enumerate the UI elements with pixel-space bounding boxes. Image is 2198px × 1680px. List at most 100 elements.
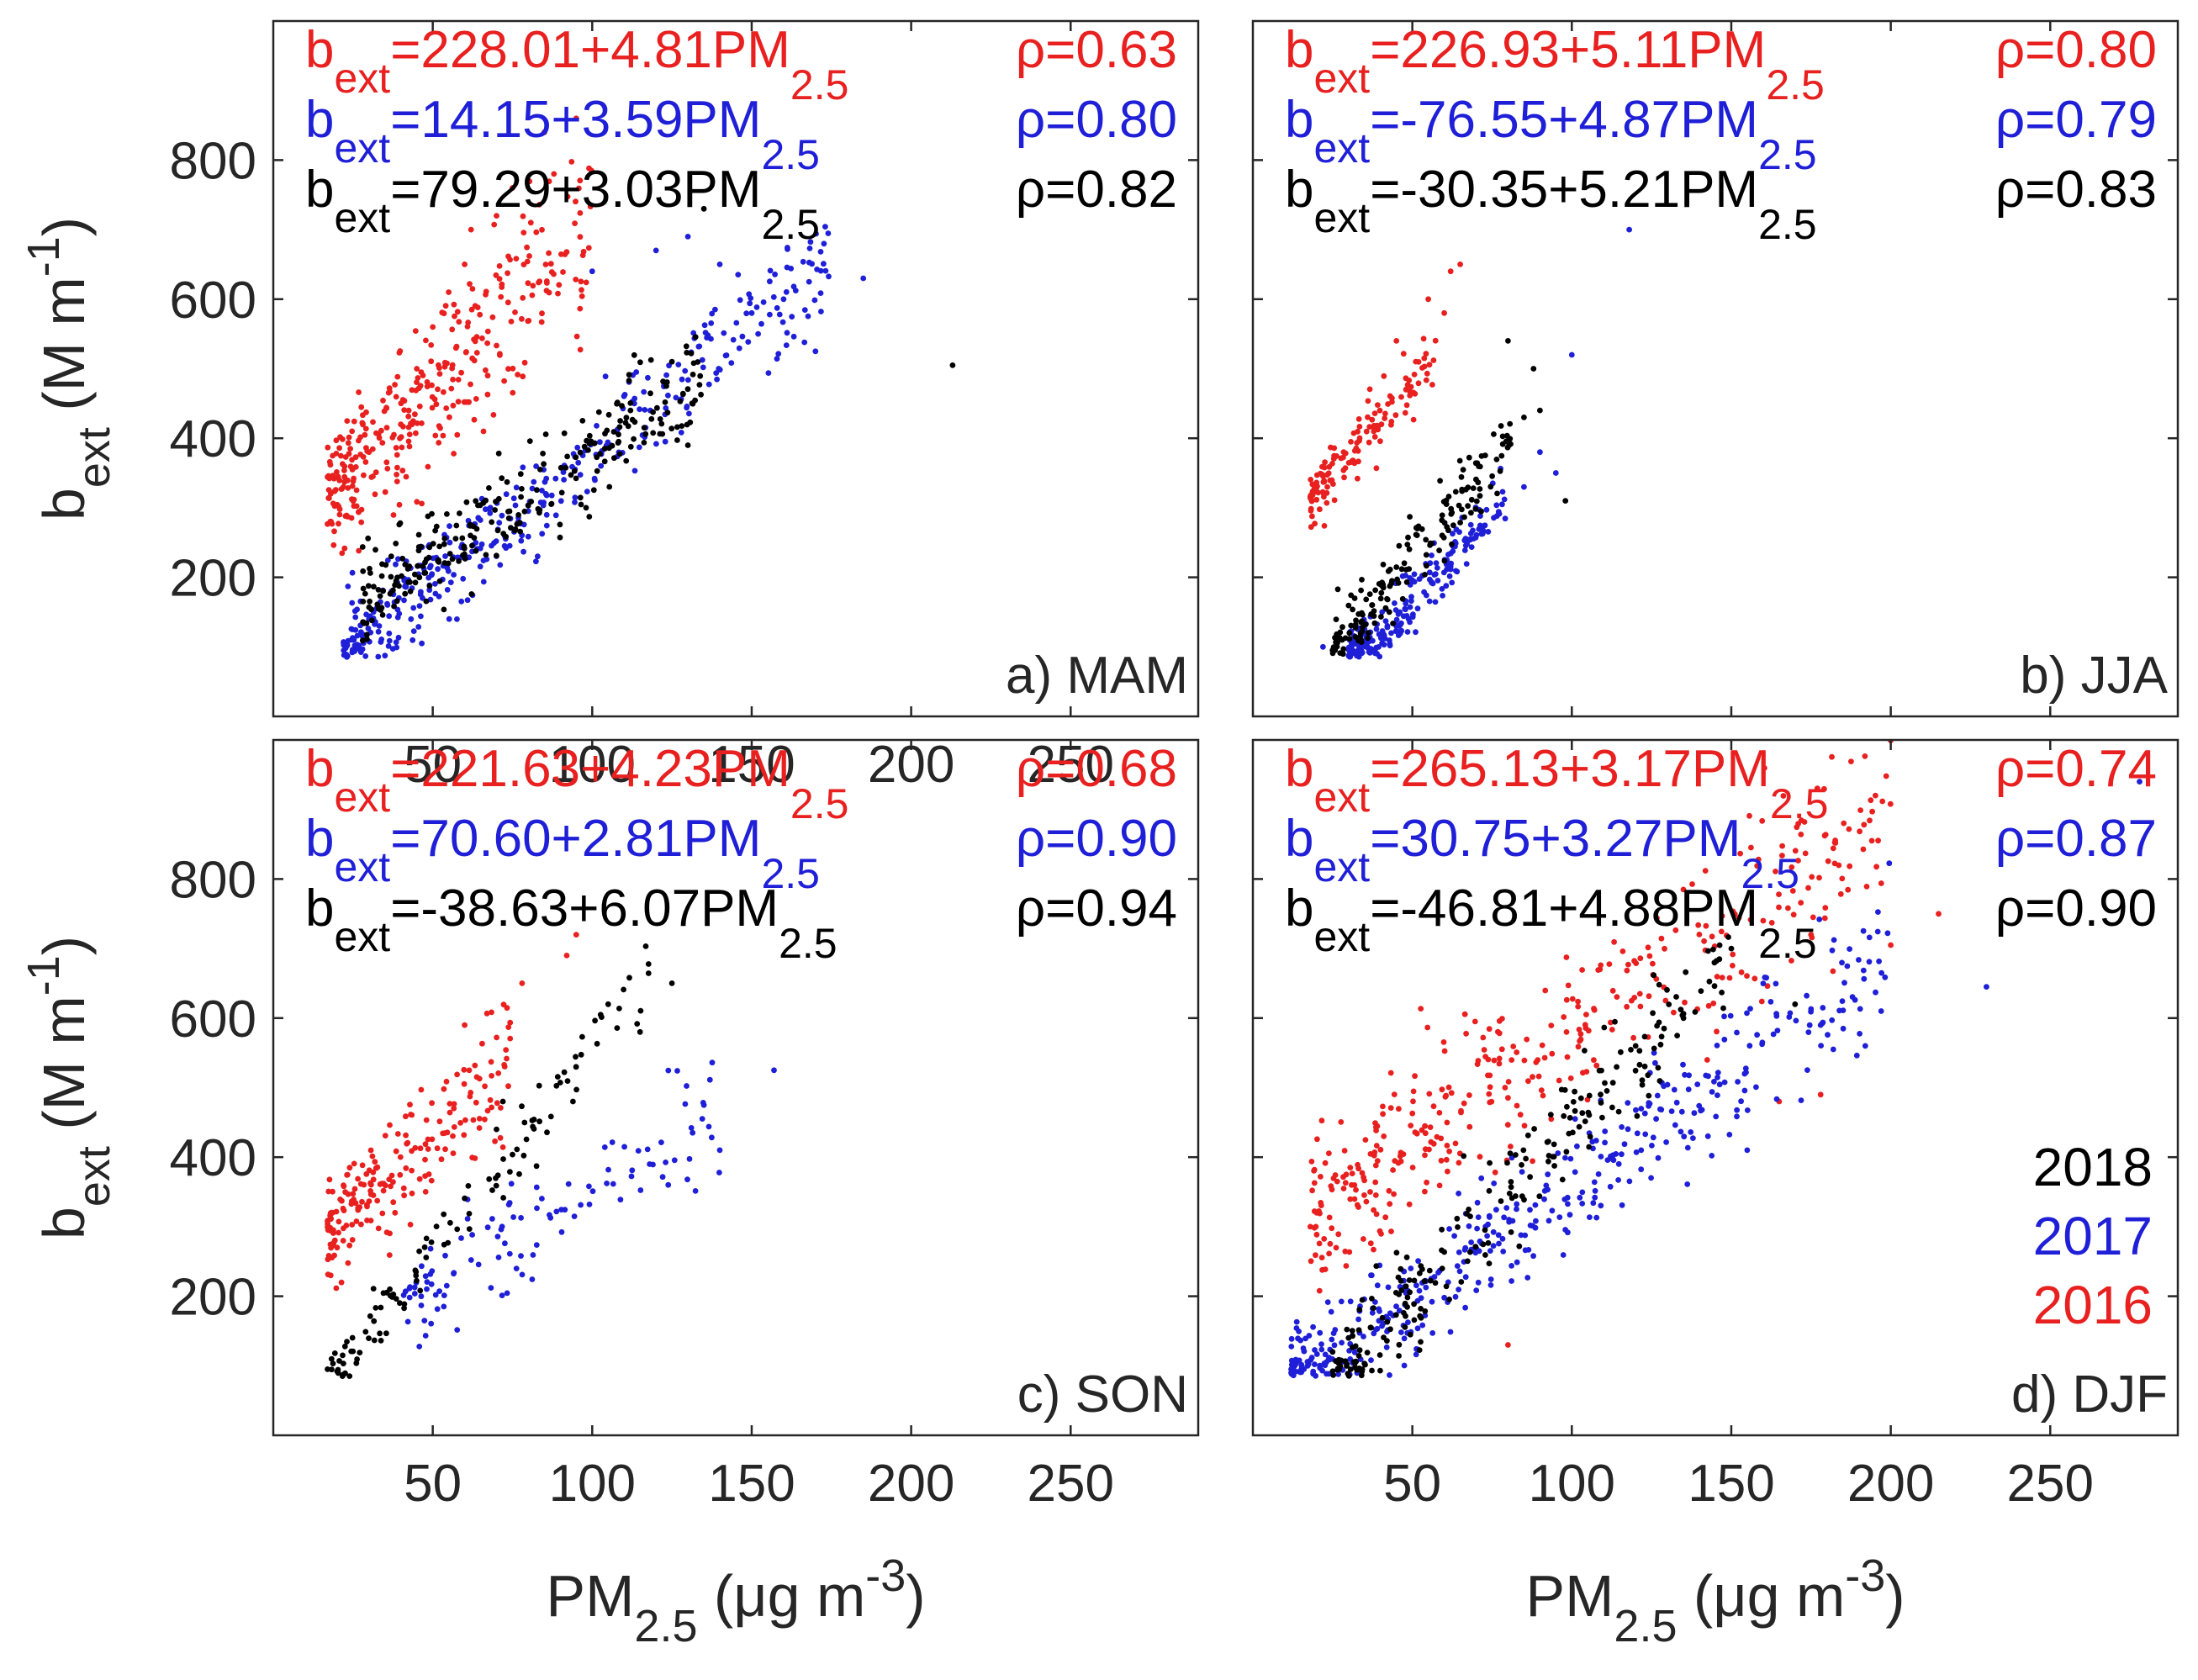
- data-point: [421, 1318, 428, 1323]
- data-point: [1752, 975, 1758, 982]
- data-point: [1459, 506, 1465, 513]
- data-point: [1878, 880, 1884, 886]
- data-point: [755, 330, 761, 337]
- data-point: [572, 494, 579, 500]
- data-point: [733, 320, 740, 326]
- data-point: [1345, 602, 1352, 609]
- data-point: [390, 1199, 397, 1206]
- data-point: [658, 1139, 664, 1145]
- data-point: [1744, 1107, 1751, 1113]
- data-point: [1449, 541, 1455, 547]
- correlation-2017: ρ=0.79: [1995, 91, 2157, 149]
- data-point: [1716, 942, 1723, 948]
- data-point: [381, 408, 388, 415]
- data-point: [1438, 1157, 1445, 1164]
- data-point: [394, 1131, 401, 1137]
- data-point: [1395, 632, 1402, 638]
- data-point: [783, 342, 790, 348]
- data-point: [1507, 1150, 1514, 1156]
- data-point: [513, 256, 520, 262]
- data-point: [1383, 1344, 1390, 1350]
- data-point: [1441, 557, 1448, 564]
- data-point: [429, 571, 436, 578]
- data-point: [1435, 1270, 1441, 1276]
- eq-pm-subscript: 2.5: [790, 61, 849, 108]
- data-point: [1486, 1187, 1493, 1194]
- regression-equation-2016: bext=228.01+4.81PM2.5: [305, 21, 848, 108]
- data-point: [353, 1218, 360, 1224]
- data-point: [1817, 1091, 1824, 1098]
- legend-entry-2017: 2017: [2033, 1206, 2153, 1266]
- data-point: [371, 1337, 378, 1344]
- data-point: [431, 396, 438, 403]
- x-axis-title: PM2.5 (μg m-3): [546, 1551, 925, 1651]
- panel-label-c: c) SON: [1017, 1366, 1188, 1424]
- data-point: [1463, 1030, 1469, 1037]
- eq-formula: =-38.63+6.07PM: [390, 880, 779, 938]
- data-point: [358, 629, 364, 636]
- correlation-2017: ρ=0.80: [1016, 91, 1177, 149]
- data-point: [1582, 1025, 1589, 1031]
- data-point: [1698, 988, 1704, 994]
- data-point: [425, 554, 432, 561]
- data-point: [647, 1161, 653, 1167]
- data-point: [575, 459, 582, 466]
- data-point: [499, 1098, 506, 1105]
- data-point: [817, 249, 824, 255]
- data-point: [1403, 1283, 1409, 1290]
- data-point: [1408, 1265, 1414, 1271]
- eq-subscript: ext: [334, 55, 390, 102]
- data-point: [547, 261, 554, 267]
- data-point: [1621, 1141, 1628, 1148]
- data-point: [1477, 486, 1483, 492]
- data-point: [1330, 481, 1336, 487]
- data-point: [1380, 562, 1387, 568]
- data-point: [1375, 423, 1382, 429]
- data-point: [1487, 1248, 1493, 1254]
- data-point: [1373, 1211, 1380, 1218]
- data-point: [520, 230, 527, 235]
- data-point: [1385, 401, 1391, 407]
- data-point: [581, 443, 588, 450]
- data-point: [1520, 1147, 1527, 1154]
- data-point: [1714, 1028, 1720, 1035]
- data-point: [1816, 874, 1822, 881]
- data-point: [328, 1355, 335, 1362]
- data-point: [414, 1277, 420, 1284]
- data-point: [1551, 1141, 1557, 1148]
- data-point: [1705, 1073, 1711, 1080]
- data-point: [1779, 853, 1785, 858]
- data-point: [495, 1255, 502, 1260]
- data-point: [635, 1148, 642, 1154]
- data-point: [1651, 1049, 1657, 1056]
- correlation-2018: ρ=0.90: [1995, 880, 2157, 938]
- data-point: [1525, 1247, 1532, 1253]
- data-point: [1609, 1104, 1615, 1111]
- series-2016-b: [1307, 262, 1463, 531]
- data-point: [370, 1169, 377, 1175]
- data-point: [1449, 510, 1456, 516]
- data-point: [1513, 1152, 1519, 1158]
- data-point: [393, 561, 399, 568]
- data-point: [436, 1118, 443, 1125]
- data-point: [504, 1055, 510, 1062]
- data-point: [1396, 1106, 1402, 1112]
- data-point: [1413, 532, 1420, 538]
- data-point: [1391, 1091, 1398, 1097]
- data-point: [388, 553, 394, 560]
- data-point: [1485, 1221, 1491, 1228]
- data-point: [513, 1265, 520, 1271]
- data-point: [467, 521, 473, 528]
- data-point: [1430, 357, 1437, 363]
- data-point: [464, 1216, 471, 1222]
- series-2017-b: [1320, 226, 1632, 660]
- data-point: [468, 381, 473, 388]
- data-point: [1334, 643, 1340, 650]
- data-point: [1478, 1175, 1485, 1181]
- data-point: [350, 498, 357, 505]
- data-point: [489, 314, 496, 320]
- data-point: [428, 358, 435, 365]
- eq-symbol: b: [305, 161, 334, 219]
- data-point: [520, 1152, 527, 1159]
- data-point: [1744, 1147, 1751, 1154]
